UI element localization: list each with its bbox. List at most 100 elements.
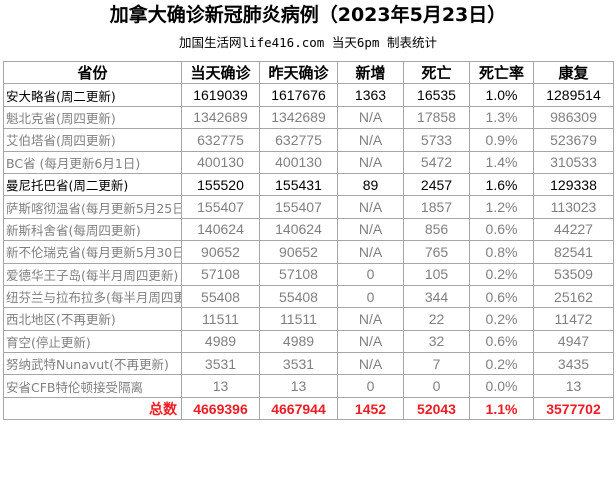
cell-today: 155520: [181, 172, 260, 197]
total-deaths: 52043: [403, 396, 470, 421]
cell-death-rate: 0.6%: [469, 284, 534, 309]
cell-deaths: 2457: [403, 172, 470, 197]
cell-death-rate: 0.2%: [469, 262, 534, 286]
cell-death-rate: 1.2%: [469, 195, 534, 219]
cell-yesterday: 11511: [259, 307, 338, 331]
cell-death-rate: 1.6%: [469, 172, 534, 197]
cell-yesterday: 632775: [259, 128, 338, 152]
cell-new: 0: [337, 284, 404, 309]
total-row: 总数 4669396 4667944 1452 52043 1.1% 35777…: [3, 396, 614, 421]
cell-recovered: 986309: [533, 105, 614, 130]
cell-deaths: 765: [403, 240, 470, 264]
cell-today: 11511: [181, 307, 260, 331]
cell-death-rate: 1.3%: [469, 105, 534, 130]
cell-death-rate: 1.0%: [469, 83, 534, 107]
cell-province: 曼尼托巴省(周二更新): [3, 172, 182, 197]
cell-new: N/A: [337, 352, 404, 376]
header-new: 新增: [337, 60, 404, 85]
cell-province: 魁北克省(周四更新): [3, 105, 182, 130]
cell-deaths: 0: [403, 374, 470, 398]
table-row: 魁北克省(周四更新) 1342689 1342689 N/A 17858 1.3% 9863…: [3, 105, 614, 130]
table-row: 萨斯喀彻温省(每月更新5月25日) 155407 155407 N/A 1857 1.2%…: [3, 195, 614, 219]
cell-province: 新不伦瑞克省(每月更新5月30日): [3, 240, 182, 264]
table-row: 新不伦瑞克省(每月更新5月30日) 90652 90652 N/A 765 0.8% 825…: [3, 240, 614, 264]
cell-today: 140624: [181, 217, 260, 242]
cell-new: 0: [337, 262, 404, 286]
cell-new: N/A: [337, 240, 404, 264]
cell-recovered: 1289514: [533, 83, 614, 107]
table-row: 新斯科舍省(每周四更新) 140624 140624 N/A 856 0.6% 44227: [3, 217, 614, 242]
total-recovered: 3577702: [533, 396, 614, 421]
header-death-rate: 死亡率: [469, 60, 534, 85]
cell-today: 400130: [181, 150, 260, 174]
table-row: 艾伯塔省(周四更新) 632775 632775 N/A 5733 0.9% 523679: [3, 128, 614, 152]
cell-recovered: 310533: [533, 150, 614, 174]
cell-death-rate: 0.2%: [469, 307, 534, 331]
cell-new: N/A: [337, 128, 404, 152]
cell-recovered: 3435: [533, 352, 614, 376]
cell-deaths: 7: [403, 352, 470, 376]
cell-deaths: 16535: [403, 83, 470, 107]
cell-deaths: 32: [403, 329, 470, 354]
cell-recovered: 11472: [533, 307, 614, 331]
cell-province: 西北地区(不再更新): [3, 307, 182, 331]
cell-recovered: 113023: [533, 195, 614, 219]
cell-deaths: 5733: [403, 128, 470, 152]
header-today: 当天确诊: [181, 60, 260, 85]
table-body: 安大略省(周二更新) 1619039 1617676 1363 16535 1.0% 128…: [3, 83, 614, 398]
cell-yesterday: 140624: [259, 217, 338, 242]
cases-table: 省份 当天确诊 昨天确诊 新增 死亡 死亡率 康复 安大略省(周二更新) 1619…: [3, 60, 614, 421]
cell-today: 3531: [181, 352, 260, 376]
cell-today: 13: [181, 374, 260, 398]
cell-new: N/A: [337, 150, 404, 174]
cell-today: 155407: [181, 195, 260, 219]
table-row: 育空(停止更新) 4989 4989 N/A 32 0.6% 4947: [3, 329, 614, 354]
cell-new: N/A: [337, 217, 404, 242]
cell-today: 90652: [181, 240, 260, 264]
header-recovered: 康复: [533, 60, 614, 85]
cell-yesterday: 400130: [259, 150, 338, 174]
cell-yesterday: 3531: [259, 352, 338, 376]
cell-province: 安省CFB特伦顿接受隔离: [3, 374, 182, 398]
cell-death-rate: 1.4%: [469, 150, 534, 174]
cell-deaths: 105: [403, 262, 470, 286]
cell-new: 1363: [337, 83, 404, 107]
cell-new: N/A: [337, 307, 404, 331]
cell-deaths: 17858: [403, 105, 470, 130]
table-row: 曼尼托巴省(周二更新) 155520 155431 89 2457 1.6% 129338: [3, 172, 614, 197]
cell-today: 55408: [181, 284, 260, 309]
cell-province: BC省 (每月更新6月1日): [3, 150, 182, 174]
cell-today: 57108: [181, 262, 260, 286]
cell-today: 632775: [181, 128, 260, 152]
cell-new: 0: [337, 374, 404, 398]
table-row: 爱德华王子岛(每半月周四更新) 57108 57108 0 105 0.2% 53509: [3, 262, 614, 286]
cell-province: 纽芬兰与拉布拉多(每半月周四更新): [3, 284, 182, 309]
cell-yesterday: 1342689: [259, 105, 338, 130]
table-row: 西北地区(不再更新) 11511 11511 N/A 22 0.2% 11472: [3, 307, 614, 331]
cell-recovered: 82541: [533, 240, 614, 264]
header-province: 省份: [3, 60, 182, 85]
cell-province: 艾伯塔省(周四更新): [3, 128, 182, 152]
cell-deaths: 344: [403, 284, 470, 309]
total-today: 4669396: [181, 396, 260, 421]
cell-deaths: 5472: [403, 150, 470, 174]
page-title: 加拿大确诊新冠肺炎病例（2023年5月23日）: [109, 4, 507, 26]
total-new: 1452: [337, 396, 404, 421]
total-yesterday: 4667944: [259, 396, 338, 421]
cell-yesterday: 155407: [259, 195, 338, 219]
cell-recovered: 25162: [533, 284, 614, 309]
page-subtitle: 加国生活网life416.com 当天6pm 制表统计: [179, 35, 437, 50]
cell-yesterday: 1617676: [259, 83, 338, 107]
total-label: 总数: [3, 396, 182, 421]
cell-death-rate: 0.9%: [469, 128, 534, 152]
cell-recovered: 129338: [533, 172, 614, 197]
cell-yesterday: 57108: [259, 262, 338, 286]
cell-recovered: 53509: [533, 262, 614, 286]
cell-today: 1619039: [181, 83, 260, 107]
table-row: 安大略省(周二更新) 1619039 1617676 1363 16535 1.0% 128…: [3, 83, 614, 107]
cell-province: 爱德华王子岛(每半月周四更新): [3, 262, 182, 286]
cell-province: 育空(停止更新): [3, 329, 182, 354]
cell-new: 89: [337, 172, 404, 197]
